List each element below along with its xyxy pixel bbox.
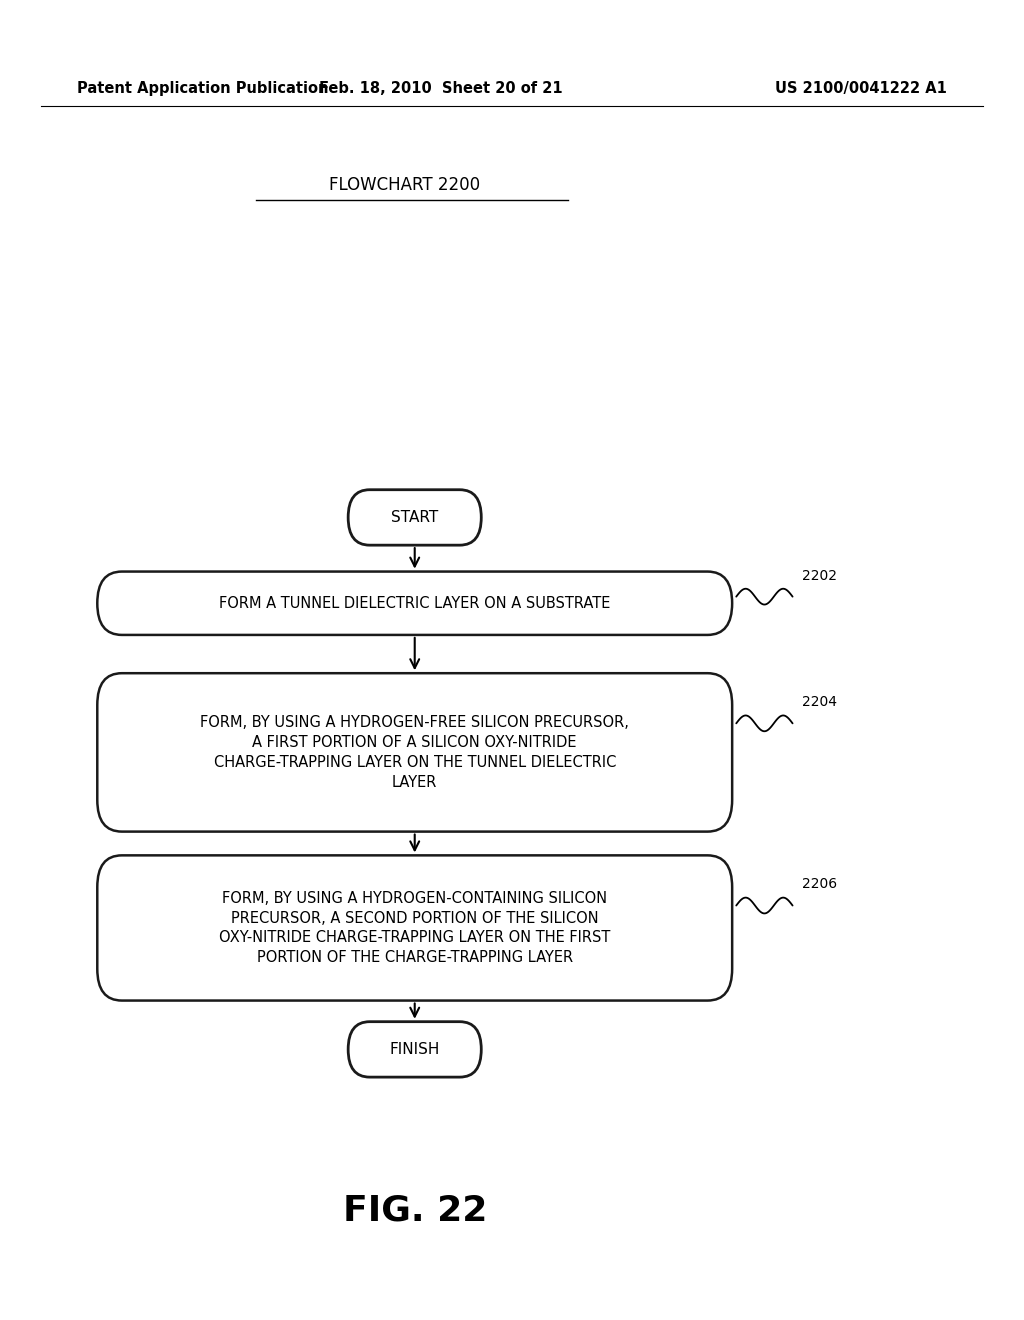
Text: FORM, BY USING A HYDROGEN-CONTAINING SILICON
PRECURSOR, A SECOND PORTION OF THE : FORM, BY USING A HYDROGEN-CONTAINING SIL… bbox=[219, 891, 610, 965]
Text: FINISH: FINISH bbox=[389, 1041, 440, 1057]
Text: US 2100/0041222 A1: US 2100/0041222 A1 bbox=[775, 81, 947, 96]
Text: FORM A TUNNEL DIELECTRIC LAYER ON A SUBSTRATE: FORM A TUNNEL DIELECTRIC LAYER ON A SUBS… bbox=[219, 595, 610, 611]
FancyBboxPatch shape bbox=[97, 572, 732, 635]
FancyBboxPatch shape bbox=[97, 673, 732, 832]
Text: Feb. 18, 2010  Sheet 20 of 21: Feb. 18, 2010 Sheet 20 of 21 bbox=[318, 81, 562, 96]
Text: 2206: 2206 bbox=[802, 878, 837, 891]
Text: FORM, BY USING A HYDROGEN-FREE SILICON PRECURSOR,
A FIRST PORTION OF A SILICON O: FORM, BY USING A HYDROGEN-FREE SILICON P… bbox=[201, 715, 629, 789]
Text: 2204: 2204 bbox=[802, 696, 837, 709]
FancyBboxPatch shape bbox=[348, 1022, 481, 1077]
FancyBboxPatch shape bbox=[97, 855, 732, 1001]
Text: Patent Application Publication: Patent Application Publication bbox=[77, 81, 329, 96]
Text: FIG. 22: FIG. 22 bbox=[343, 1193, 486, 1228]
Text: FLOWCHART 2200: FLOWCHART 2200 bbox=[329, 176, 480, 194]
Text: START: START bbox=[391, 510, 438, 525]
Text: 2202: 2202 bbox=[802, 569, 837, 582]
FancyBboxPatch shape bbox=[348, 490, 481, 545]
